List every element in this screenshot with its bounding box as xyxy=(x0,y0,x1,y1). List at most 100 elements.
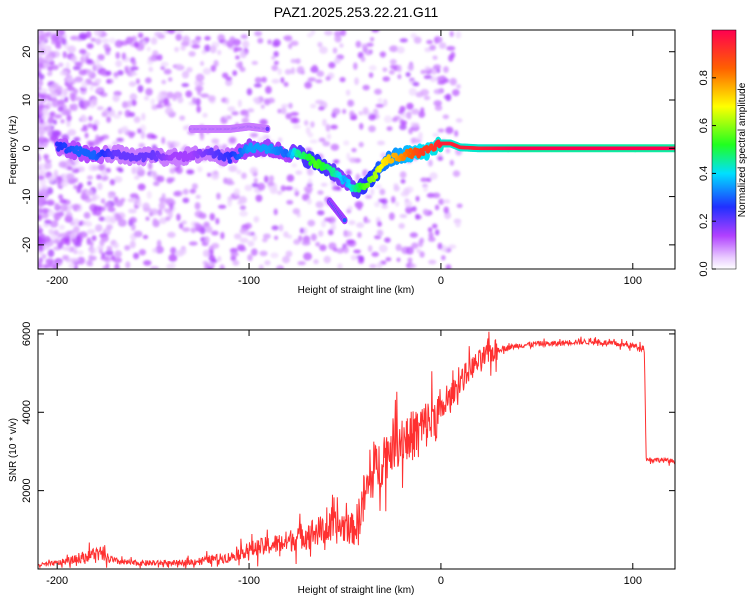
noise-blob xyxy=(86,69,93,76)
noise-blob xyxy=(303,252,312,261)
noise-blob xyxy=(231,111,239,116)
noise-blob xyxy=(377,221,382,227)
noise-blob xyxy=(93,30,103,37)
noise-blob xyxy=(429,44,436,51)
noise-blob xyxy=(268,175,275,182)
noise-blob xyxy=(47,249,55,258)
noise-blob xyxy=(59,204,68,212)
noise-blob xyxy=(370,187,375,196)
noise-blob xyxy=(95,58,100,66)
noise-blob xyxy=(188,50,196,57)
noise-blob xyxy=(125,36,134,45)
noise-blob xyxy=(378,244,388,253)
trace-point xyxy=(195,153,200,159)
noise-blob xyxy=(207,95,216,102)
noise-blob xyxy=(41,253,47,260)
noise-blob xyxy=(128,81,137,87)
trace-point xyxy=(386,154,391,160)
noise-blob xyxy=(134,204,139,210)
noise-blob xyxy=(38,44,42,53)
noise-blob xyxy=(38,153,41,162)
noise-blob xyxy=(43,45,52,52)
noise-blob xyxy=(246,88,253,96)
noise-blob xyxy=(389,64,396,70)
noise-blob xyxy=(286,199,294,205)
noise-blob xyxy=(58,161,68,168)
y-tick-label: 10 xyxy=(21,94,33,106)
noise-blob xyxy=(257,182,266,191)
noise-blob xyxy=(39,104,44,110)
noise-blob xyxy=(327,229,334,236)
noise-blob xyxy=(191,97,197,105)
noise-blob xyxy=(160,91,169,96)
noise-blob xyxy=(280,107,287,115)
noise-blob xyxy=(415,213,420,220)
noise-blob xyxy=(413,36,422,44)
noise-blob xyxy=(193,222,200,228)
noise-blob xyxy=(98,163,106,171)
noise-blob xyxy=(318,230,324,237)
noise-blob xyxy=(156,54,163,61)
noise-blob xyxy=(130,66,139,71)
colorbar-tick-label: 0.0 xyxy=(698,261,710,276)
noise-blob xyxy=(155,104,164,109)
noise-blob xyxy=(241,117,250,125)
noise-blob xyxy=(433,64,442,70)
noise-blob xyxy=(169,202,174,211)
noise-blob xyxy=(456,203,463,209)
noise-blob xyxy=(96,245,104,250)
noise-blob xyxy=(280,103,289,108)
noise-blob xyxy=(98,216,106,222)
noise-blob xyxy=(204,236,210,245)
noise-blob xyxy=(247,108,255,113)
noise-blob xyxy=(236,169,242,175)
noise-blob xyxy=(91,97,97,105)
noise-blob xyxy=(361,43,367,49)
noise-blob xyxy=(173,191,181,197)
noise-blob xyxy=(114,212,120,219)
noise-blob xyxy=(102,175,109,181)
x-tick-label: 0 xyxy=(438,275,444,287)
noise-blob xyxy=(117,110,123,115)
noise-blob xyxy=(115,60,123,68)
noise-blob xyxy=(388,69,395,75)
noise-blob xyxy=(315,201,324,209)
noise-blob xyxy=(295,58,301,64)
noise-blob xyxy=(424,66,431,71)
noise-blob xyxy=(85,189,94,197)
noise-blob xyxy=(349,116,358,121)
noise-blob xyxy=(320,182,328,187)
noise-blob xyxy=(307,32,313,38)
noise-blob xyxy=(434,204,440,211)
noise-blob xyxy=(262,237,268,243)
noise-blob xyxy=(86,175,94,180)
noise-blob xyxy=(434,36,439,44)
noise-blob xyxy=(437,242,443,250)
noise-blob xyxy=(200,60,205,67)
trace-point xyxy=(421,150,426,157)
noise-blob xyxy=(374,201,381,208)
noise-blob xyxy=(221,72,229,79)
noise-blob xyxy=(94,78,102,84)
noise-blob xyxy=(276,266,282,269)
noise-blob xyxy=(92,165,100,171)
noise-blob xyxy=(295,170,303,175)
noise-blob xyxy=(404,200,413,208)
y-tick-label: 2000 xyxy=(21,478,33,502)
noise-blob xyxy=(398,223,405,229)
noise-blob xyxy=(95,134,100,143)
noise-blob xyxy=(273,51,279,58)
noise-blob xyxy=(51,64,59,71)
noise-blob xyxy=(215,217,220,225)
noise-blob xyxy=(330,124,338,130)
noise-blob xyxy=(433,88,443,95)
colorbar-tick-label: 0.6 xyxy=(698,118,710,133)
noise-blob xyxy=(185,90,193,98)
noise-blob xyxy=(145,77,152,84)
noise-blob xyxy=(210,65,217,72)
noise-blob xyxy=(163,68,172,75)
noise-blob xyxy=(83,211,91,219)
noise-blob xyxy=(273,208,278,216)
noise-blob xyxy=(425,177,432,183)
